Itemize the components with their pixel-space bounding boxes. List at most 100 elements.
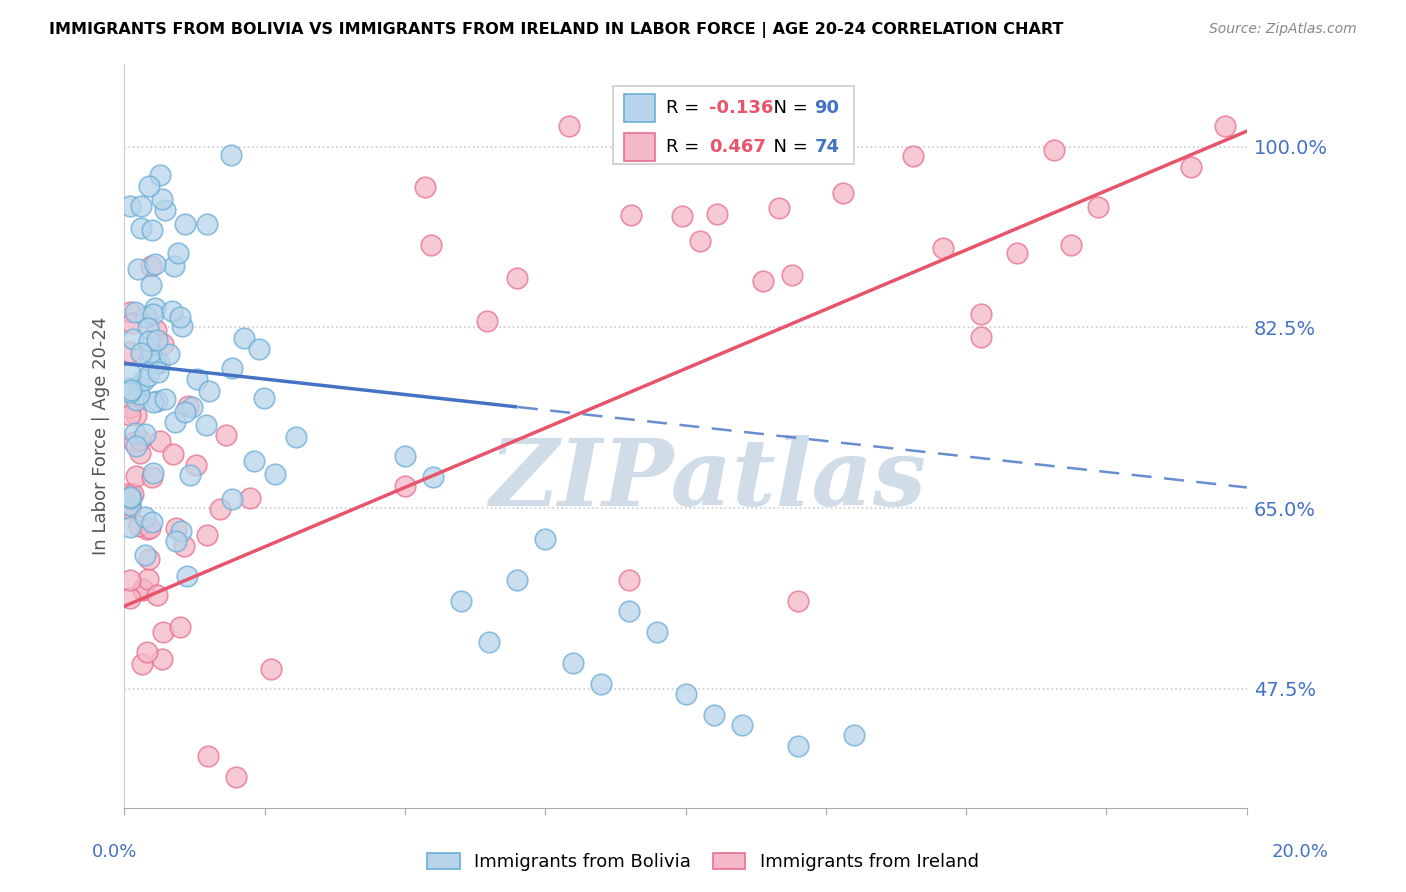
Point — [122, 435, 145, 450]
Point — [120, 383, 142, 397]
Point — [124, 468, 146, 483]
Point — [118, 490, 141, 504]
Point — [118, 519, 141, 533]
Point — [475, 314, 498, 328]
Point — [139, 259, 162, 273]
Point — [186, 372, 208, 386]
Point — [186, 458, 208, 472]
Point — [138, 334, 160, 349]
Point — [125, 439, 148, 453]
Point — [135, 310, 157, 324]
Point — [177, 399, 200, 413]
Point — [143, 257, 166, 271]
Point — [219, 147, 242, 161]
Point — [901, 149, 924, 163]
Point — [1087, 200, 1109, 214]
Point — [214, 427, 236, 442]
Point — [730, 718, 752, 732]
Point — [786, 594, 808, 608]
Point — [157, 347, 180, 361]
Point — [149, 434, 172, 449]
Legend: Immigrants from Bolivia, Immigrants from Ireland: Immigrants from Bolivia, Immigrants from… — [420, 846, 986, 879]
Point — [260, 662, 283, 676]
Point — [141, 470, 163, 484]
Point — [703, 707, 725, 722]
Point — [506, 574, 529, 588]
Text: -0.136: -0.136 — [709, 99, 773, 117]
Point — [118, 305, 141, 319]
Point — [786, 739, 808, 753]
Point — [194, 418, 217, 433]
Point — [253, 391, 276, 405]
Point — [591, 676, 613, 690]
Point — [1060, 237, 1083, 252]
Point — [136, 368, 159, 383]
Point — [134, 549, 156, 563]
Point — [619, 604, 641, 618]
Point — [141, 516, 163, 530]
Point — [197, 749, 219, 764]
Point — [169, 620, 191, 634]
Point — [136, 321, 159, 335]
Point — [233, 331, 256, 345]
Point — [394, 479, 416, 493]
Text: R =: R = — [666, 99, 706, 117]
Point — [141, 345, 163, 359]
Point — [131, 657, 153, 672]
Text: 0.0%: 0.0% — [91, 843, 136, 861]
Point — [768, 201, 790, 215]
Point — [163, 259, 186, 273]
Point — [124, 425, 146, 440]
Text: IMMIGRANTS FROM BOLIVIA VS IMMIGRANTS FROM IRELAND IN LABOR FORCE | AGE 20-24 CO: IMMIGRANTS FROM BOLIVIA VS IMMIGRANTS FR… — [49, 22, 1063, 38]
Point — [181, 400, 204, 414]
Point — [120, 591, 142, 605]
Point — [129, 446, 152, 460]
Point — [675, 687, 697, 701]
Point — [134, 510, 156, 524]
Point — [814, 135, 837, 149]
Point — [152, 624, 174, 639]
Point — [129, 220, 152, 235]
Point — [142, 307, 165, 321]
Point — [125, 409, 148, 423]
Text: ZIPatlas: ZIPatlas — [489, 435, 927, 525]
Point — [128, 519, 150, 533]
Point — [225, 770, 247, 784]
Text: N =: N = — [762, 99, 813, 117]
Point — [932, 241, 955, 255]
Text: 0.467: 0.467 — [709, 138, 766, 156]
Point — [136, 645, 159, 659]
Point — [752, 273, 775, 287]
Point — [129, 346, 152, 360]
Point — [689, 234, 711, 248]
Point — [145, 588, 167, 602]
Point — [208, 502, 231, 516]
Point — [152, 337, 174, 351]
Point — [145, 323, 167, 337]
Point — [1043, 143, 1066, 157]
Point — [558, 119, 581, 133]
Point — [139, 353, 162, 368]
Point — [832, 186, 855, 200]
Point — [619, 574, 641, 588]
Point — [174, 405, 197, 419]
Point — [221, 360, 243, 375]
Point — [170, 318, 193, 333]
Point — [174, 217, 197, 231]
Point — [131, 582, 153, 597]
Point — [162, 447, 184, 461]
Point — [221, 491, 243, 506]
Point — [118, 486, 141, 500]
Text: N =: N = — [762, 138, 813, 156]
Point — [970, 307, 993, 321]
Point — [620, 209, 643, 223]
Point — [146, 333, 169, 347]
Point — [118, 385, 141, 400]
Point — [121, 316, 143, 330]
Text: 90: 90 — [814, 99, 839, 117]
Point — [419, 237, 441, 252]
Point — [136, 572, 159, 586]
Point — [165, 521, 187, 535]
Point — [120, 491, 142, 506]
Point — [150, 652, 173, 666]
